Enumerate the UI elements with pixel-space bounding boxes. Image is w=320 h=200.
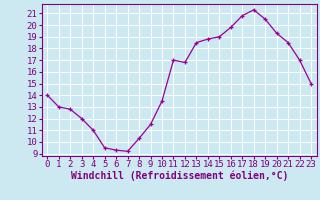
X-axis label: Windchill (Refroidissement éolien,°C): Windchill (Refroidissement éolien,°C)	[70, 171, 288, 181]
